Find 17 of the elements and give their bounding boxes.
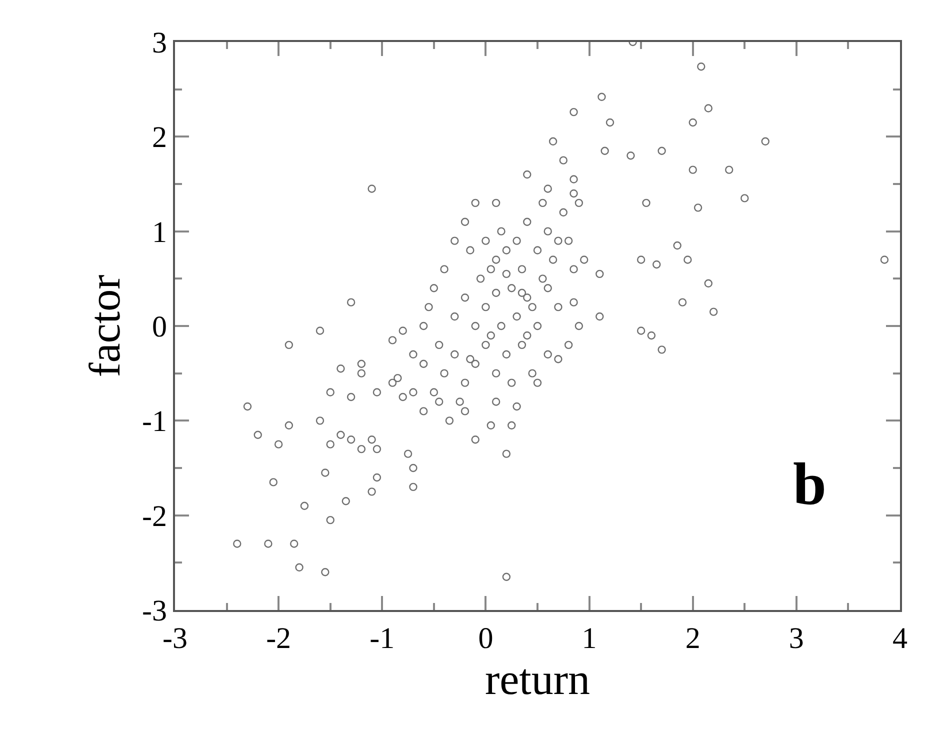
y-tick-label: -3 — [142, 594, 167, 628]
y-tick-label: 0 — [152, 310, 167, 344]
y-tick-label: -2 — [142, 500, 167, 533]
x-tick-label: 2 — [685, 622, 700, 655]
y-tick-label: 2 — [152, 121, 167, 154]
x-tick-label: -1 — [370, 622, 395, 655]
x-tick-label: 0 — [478, 622, 494, 655]
x-tick-label: -2 — [266, 622, 292, 655]
y-tick-label: 1 — [152, 216, 167, 249]
y-axis-title: factor — [80, 274, 130, 378]
y-tick-label: 3 — [152, 26, 167, 60]
x-tick-label: 3 — [788, 622, 804, 655]
annotation: b — [793, 451, 826, 517]
y-tick-label: -1 — [142, 405, 167, 438]
x-tick-label: 4 — [892, 622, 908, 655]
x-tick-label: 1 — [582, 622, 597, 655]
x-axis-title: return — [484, 655, 590, 704]
